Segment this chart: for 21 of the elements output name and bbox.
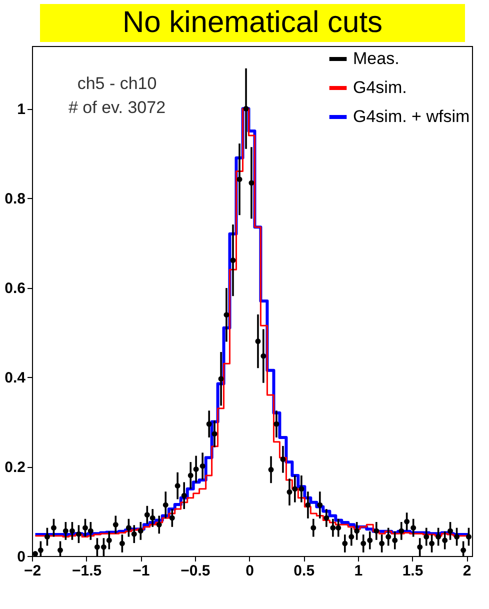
legend-label: G4sim. + wfsim [353, 107, 470, 126]
x-tick-label: 0.5 [294, 562, 315, 580]
legend-label: G4sim. [353, 78, 407, 97]
y-tick-label: 1 [17, 101, 26, 118]
x-tick-label: −1.5 [72, 562, 102, 580]
legend-label: Meas. [353, 49, 400, 68]
y-tick-label: 0.2 [4, 459, 26, 476]
x-tick-label: −2 [24, 562, 42, 580]
y-tick-label: 0.8 [4, 190, 26, 208]
x-tick-label: 0 [246, 562, 254, 580]
annotation: # of ev. 3072 [68, 98, 166, 117]
chart-title: No kinematical cuts [40, 4, 465, 42]
x-tick-label: −0.5 [180, 562, 210, 580]
x-tick-label: 2 [462, 562, 472, 580]
annotation: ch5 - ch10 [77, 74, 157, 93]
y-tick-label: 0.6 [4, 280, 26, 298]
x-tick-label: −1 [132, 562, 150, 580]
x-tick-label: 1.5 [402, 562, 424, 580]
y-tick-label: 0.4 [4, 370, 26, 387]
x-tick-label: 1 [354, 562, 363, 580]
y-tick-label: 0 [17, 548, 26, 566]
